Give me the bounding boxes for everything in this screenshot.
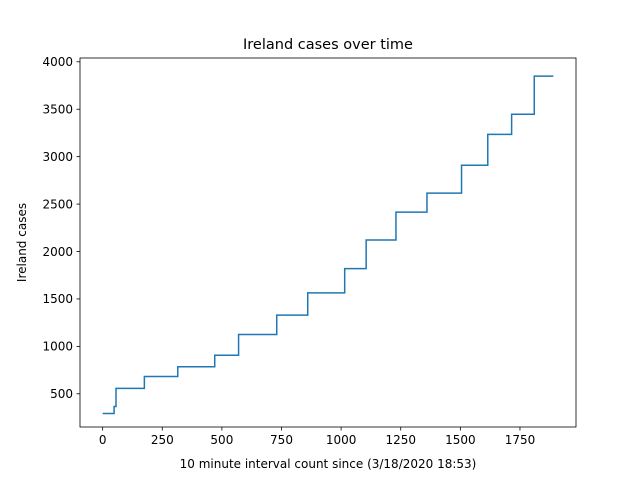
- x-tick-label: 1000: [326, 433, 357, 447]
- y-tick-label: 500: [50, 387, 73, 401]
- y-tick-label: 2000: [42, 245, 73, 259]
- x-axis-ticks: 0 250 500 750 1000 1250 1500 1750: [99, 427, 535, 447]
- x-tick-label: 500: [210, 433, 233, 447]
- y-tick-label: 1500: [42, 292, 73, 306]
- y-tick-label: 2500: [42, 197, 73, 211]
- y-tick-label: 3000: [42, 150, 73, 164]
- x-tick-label: 1500: [445, 433, 476, 447]
- x-axis-label: 10 minute interval count since (3/18/202…: [180, 457, 477, 471]
- y-tick-label: 3500: [42, 103, 73, 117]
- axes-frame: [79, 57, 577, 428]
- x-tick-label: 0: [99, 433, 107, 447]
- x-tick-label: 750: [270, 433, 293, 447]
- y-tick-label: 4000: [42, 55, 73, 69]
- y-tick-label: 1000: [42, 340, 73, 354]
- chart-title: Ireland cases over time: [243, 37, 413, 53]
- plot-area: [102, 75, 554, 415]
- x-tick-label: 1750: [505, 433, 536, 447]
- y-axis-ticks: 500 1000 1500 2000 2500 3000 3500 4000: [42, 55, 80, 401]
- x-tick-label: 250: [151, 433, 174, 447]
- y-axis-label: Ireland cases: [15, 203, 29, 282]
- x-tick-label: 1250: [385, 433, 416, 447]
